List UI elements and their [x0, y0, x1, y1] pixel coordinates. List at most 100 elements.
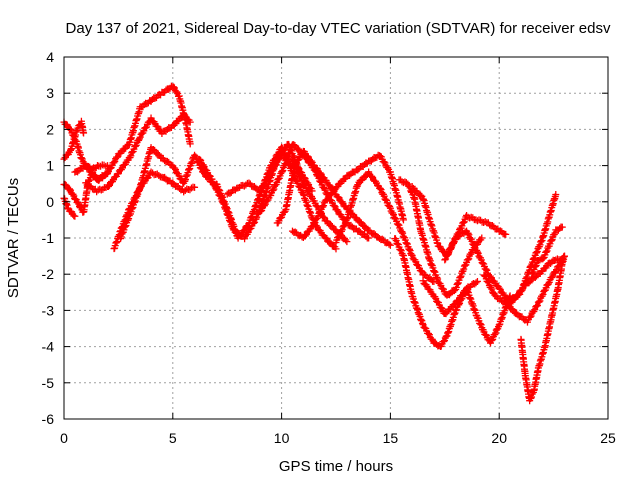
data-point: [121, 223, 129, 231]
chart-title: Day 137 of 2021, Sidereal Day-to-day VTE…: [66, 20, 611, 37]
data-point: [191, 183, 199, 191]
data-point: [325, 181, 333, 189]
data-point: [492, 326, 500, 334]
data-point: [171, 164, 179, 172]
series-track: [273, 147, 394, 249]
series-track: [110, 144, 220, 253]
data-point: [488, 336, 496, 344]
data-point: [274, 176, 282, 184]
data-points: [60, 82, 568, 405]
data-point: [430, 267, 438, 275]
data-point: [457, 272, 465, 280]
data-point: [482, 265, 490, 273]
data-point: [472, 279, 480, 287]
x-tick-label: 10: [274, 430, 290, 446]
data-point: [539, 255, 547, 263]
data-point: [444, 250, 452, 258]
data-point: [459, 219, 467, 227]
data-point: [526, 313, 534, 321]
data-point: [269, 186, 277, 194]
series-track: [332, 168, 438, 285]
data-point: [361, 222, 369, 230]
data-point: [262, 177, 270, 185]
data-point: [196, 156, 204, 164]
data-point: [125, 215, 133, 223]
data-point: [547, 237, 555, 245]
data-point: [552, 191, 560, 199]
data-point: [531, 262, 539, 270]
x-tick-label: 25: [600, 430, 616, 446]
data-point: [402, 179, 410, 187]
data-point: [449, 239, 457, 247]
data-point: [80, 129, 88, 137]
data-point: [426, 257, 434, 265]
series-track: [288, 151, 407, 242]
data-point: [365, 234, 373, 242]
y-tick-label: 1: [46, 158, 54, 174]
series-track: [82, 111, 194, 196]
data-point: [484, 278, 492, 286]
data-point: [342, 236, 350, 244]
y-axis-label: SDTVAR / TECUs: [5, 178, 22, 298]
data-point: [450, 301, 458, 309]
data-point: [71, 212, 79, 220]
y-tick-label: -1: [42, 230, 55, 246]
x-tick-label: 20: [491, 430, 507, 446]
data-point: [433, 274, 441, 282]
data-point: [128, 149, 136, 157]
grid-lines: [64, 57, 608, 419]
y-tick-label: -4: [42, 339, 55, 355]
data-point: [307, 157, 315, 165]
data-point: [135, 135, 143, 143]
data-point: [531, 274, 539, 282]
data-point: [316, 178, 324, 186]
data-point: [199, 161, 207, 169]
data-point: [560, 252, 568, 260]
data-point: [338, 198, 346, 206]
series-track: [60, 117, 88, 163]
data-point: [445, 246, 453, 254]
data-point: [136, 184, 144, 192]
data-point: [540, 288, 548, 296]
data-point: [131, 142, 139, 150]
data-point: [275, 156, 283, 164]
data-point: [467, 250, 475, 258]
data-point: [186, 140, 194, 148]
data-point: [71, 195, 79, 203]
data-point: [558, 223, 566, 231]
data-point: [294, 168, 302, 176]
data-point: [464, 229, 472, 237]
data-point: [478, 259, 486, 267]
data-point: [332, 184, 340, 192]
data-point: [452, 306, 460, 314]
data-point: [386, 203, 394, 211]
data-point: [169, 179, 177, 187]
data-point: [491, 291, 499, 299]
data-point: [426, 255, 434, 263]
data-point: [487, 284, 495, 292]
data-point: [186, 118, 194, 126]
data-point: [319, 203, 327, 211]
data-point: [434, 275, 442, 283]
data-point: [398, 228, 406, 236]
data-point: [480, 271, 488, 279]
y-tick-label: -3: [42, 302, 55, 318]
data-point: [399, 216, 407, 224]
series-track: [517, 252, 568, 405]
data-point: [332, 245, 340, 253]
data-point: [403, 239, 411, 247]
data-point: [339, 223, 347, 231]
data-point: [460, 262, 468, 270]
y-tick-label: -5: [42, 375, 55, 391]
data-point: [417, 191, 425, 199]
data-point: [74, 168, 82, 176]
data-point: [347, 221, 355, 229]
data-point: [454, 280, 462, 288]
data-point: [117, 233, 125, 241]
data-point: [315, 209, 323, 217]
data-point: [301, 232, 309, 240]
data-point: [223, 204, 231, 212]
data-point: [525, 279, 533, 287]
data-point: [473, 248, 481, 256]
